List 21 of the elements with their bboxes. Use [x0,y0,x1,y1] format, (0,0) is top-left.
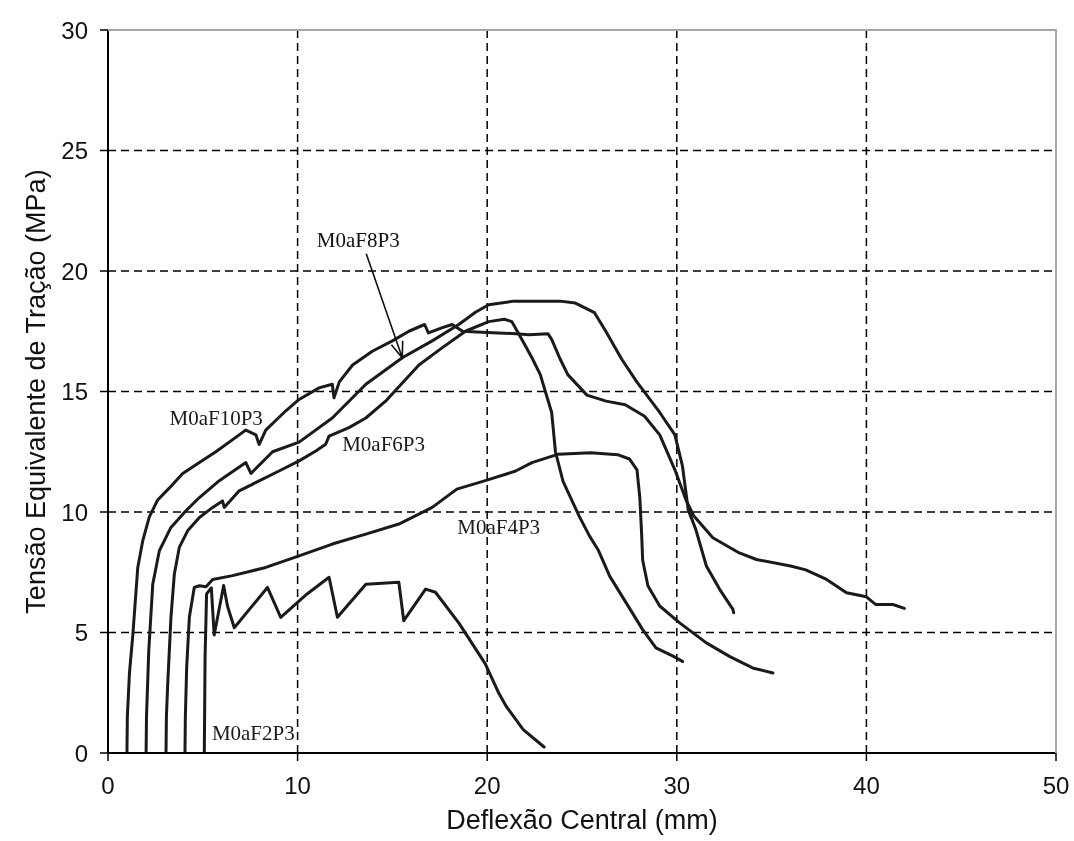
line-series [202,575,546,753]
series-label: M0aF10P3 [169,405,263,430]
y-tick-label: 5 [74,619,88,647]
y-tick-label: 25 [61,137,88,165]
y-tick-label: 30 [61,16,88,44]
annotation: M0aF8P3 [316,227,400,252]
y-tick-label: 20 [61,257,88,285]
y-axis-title: Tensão Equivalente de Tração (MPa) [21,169,51,614]
series-label: M0aF6P3 [342,432,425,457]
y-tick-label: 0 [74,739,88,767]
x-tick-label: 10 [284,772,311,800]
x-tick-label: 0 [101,772,115,800]
y-tick-label: 10 [61,498,88,526]
x-tick-label: 30 [663,772,691,800]
x-axis-title: Deflexão Central (mm) [446,805,718,835]
y-tick-label: 15 [61,378,88,406]
x-tick-label: 40 [853,772,880,800]
series-label: M0aF2P3 [211,721,295,745]
series-label: M0aF4P3 [457,515,541,540]
x-tick-label: 20 [473,772,501,800]
x-tick-label: 50 [1042,772,1070,800]
